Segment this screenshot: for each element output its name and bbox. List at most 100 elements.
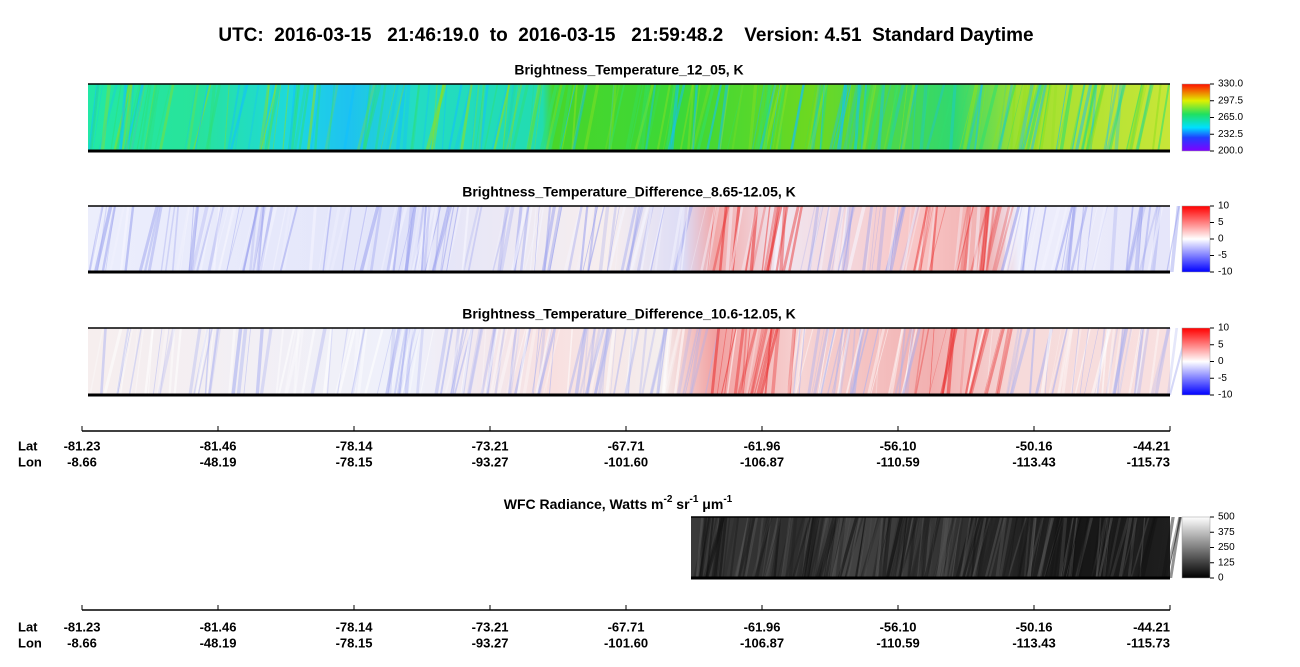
lat-tick-label: -78.14 [336,438,374,453]
image-texture [211,206,223,272]
image-texture [608,84,615,151]
image-texture [100,84,112,151]
image-texture [462,206,480,272]
image-texture [1137,206,1143,272]
image-texture [920,517,927,578]
image-texture [229,84,249,151]
image-texture [870,328,889,395]
colorbar-tick-label: 297.5 [1218,95,1243,106]
image-texture [1128,328,1142,395]
image-texture [334,328,353,395]
image-texture [1023,517,1031,578]
image-texture [860,84,868,151]
image-texture [811,517,829,578]
image-texture [549,206,563,272]
image-texture [738,517,750,578]
image-texture [258,84,271,151]
image-texture [103,328,123,395]
image-texture [444,328,463,395]
image-texture [894,517,904,578]
colorbar [1181,205,1211,273]
image-texture [539,84,559,151]
image-texture [781,517,792,578]
image-texture [907,517,917,578]
image-texture [1033,84,1049,151]
image-texture [506,84,515,151]
image-texture [228,328,236,395]
image-texture [116,328,130,395]
image-texture [828,517,841,578]
image-texture [749,206,759,272]
image-texture [1138,206,1159,272]
image-texture [817,328,830,395]
image-texture [545,328,556,395]
image-texture [1109,206,1118,272]
image-texture [256,206,266,272]
image-texture [807,84,825,151]
image-texture [351,328,360,395]
image-texture [164,206,176,272]
image-texture [489,328,504,395]
image-texture [801,517,810,578]
colorbar-tick-label: 375 [1218,527,1235,538]
image-texture [657,328,668,395]
lat-tick-label: -56.10 [880,619,917,634]
image-texture [624,328,640,395]
image-texture [374,84,387,151]
image-texture [1110,328,1123,395]
colorbar-tick-label: 5 [1218,217,1224,228]
lat-tick-label: -81.46 [200,619,237,634]
image-texture [1157,84,1171,151]
image-texture [845,84,852,151]
image-texture [666,84,676,151]
image-texture [598,206,610,272]
axis-label: Lat [18,438,38,453]
lat-tick-label: -81.46 [200,438,237,453]
image-texture [723,517,738,578]
image-texture [571,84,586,151]
image-texture [841,206,851,272]
image-texture [763,517,782,578]
image-texture [644,84,662,151]
image-texture [1031,517,1044,578]
lon-tick-label: -106.87 [740,635,784,650]
image-texture [1061,206,1073,272]
image-texture [928,328,947,395]
image-texture [1076,517,1090,578]
image-texture [1071,517,1078,578]
image-texture [624,84,642,151]
image-texture [848,84,864,151]
image-texture [966,517,986,578]
image-texture [662,328,673,395]
lon-tick-label: -93.27 [472,454,509,469]
image-texture [1105,517,1115,578]
image-texture [1057,517,1064,578]
image-texture [889,206,899,272]
image-texture [414,206,425,272]
image-texture [937,84,956,151]
lon-tick-label: -8.66 [67,454,97,469]
image-texture [953,206,964,272]
image-texture [324,84,339,151]
image-texture [951,84,970,151]
image-texture [900,206,918,272]
image-texture [751,517,772,578]
image-texture [673,328,686,395]
image-texture [819,206,832,272]
image-texture [754,84,774,151]
image-texture [786,328,802,395]
image-texture [903,328,914,395]
image-texture [981,517,1000,578]
image-texture [272,84,282,151]
image-texture [747,328,766,395]
image-texture [943,517,957,578]
image-texture [534,328,552,395]
image-texture [966,206,973,272]
image-texture [661,328,671,395]
image-texture [769,517,781,578]
image-texture [953,517,964,578]
image-texture [1025,206,1041,272]
image-texture [326,328,334,395]
image-texture [831,328,848,395]
image-texture [737,517,756,578]
